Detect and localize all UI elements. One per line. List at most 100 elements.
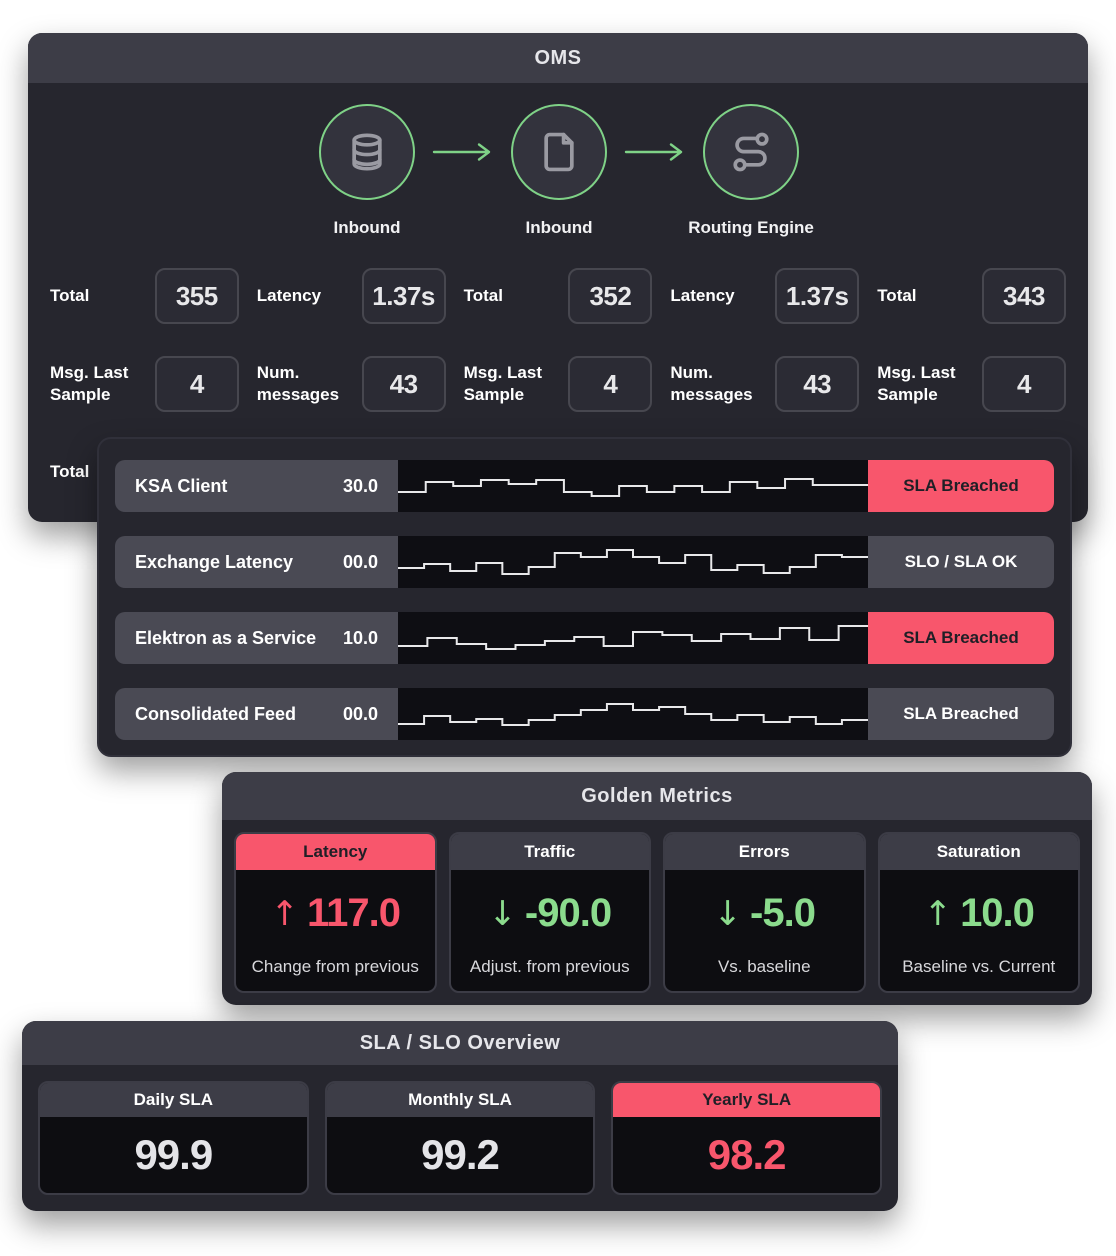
metric-value: 4	[568, 356, 653, 412]
metric-value: 1.37s	[361, 268, 446, 324]
flow-circle	[319, 104, 415, 200]
metric-label: Msg. Last Sample	[50, 362, 129, 404]
sla-row-name: Exchange Latency	[135, 551, 294, 572]
flow-node-inbound-db: Inbound	[287, 104, 447, 238]
sla-row-label: Elektron as a Service 10.0	[115, 612, 398, 664]
metric-card-value: ↓ -90.0	[451, 870, 650, 957]
arrow-down-icon: ↓	[713, 893, 743, 934]
sla-row-value: 00.0	[342, 703, 378, 724]
metric-num-messages: Num. messages 43	[670, 356, 860, 412]
sla-row-label: Exchange Latency 00.0	[115, 536, 398, 588]
flow-label: Routing Engine	[688, 218, 814, 237]
metric-card-caption: Vs. baseline	[717, 957, 811, 976]
sla-card-value: 99.9	[134, 1131, 213, 1178]
sla-card-value: 99.2	[421, 1131, 500, 1178]
metric-card-value: ↓ -5.0	[665, 870, 864, 957]
status-badge: SLA Breached	[868, 688, 1054, 740]
metric-value: 1.37s	[775, 268, 860, 324]
metric-card-header: Errors	[665, 834, 864, 870]
metric-label: Total	[50, 285, 90, 305]
metric-total-routing: Total 343	[877, 268, 1066, 324]
metric-label: Msg. Last Sample	[463, 362, 542, 404]
metric-card-header: Saturation	[879, 834, 1078, 870]
sla-slo-overview-panel: SLA / SLO Overview Daily SLA 99.9 Monthl…	[22, 1021, 898, 1211]
oms-metrics-row-3: Total	[50, 444, 1066, 500]
metric-label: Latency	[670, 285, 735, 305]
metric-msg-last-sample: Msg. Last Sample 4	[877, 356, 1066, 412]
sla-row-consolidated-feed: Consolidated Feed 00.0 SLA Breached	[115, 688, 1054, 740]
sla-row-value: 00.0	[342, 551, 378, 572]
sparkline-chart	[398, 612, 868, 664]
metric-card-value: ↑ 10.0	[880, 870, 1079, 957]
metric-value: 352	[568, 268, 653, 324]
flow-circle	[703, 104, 799, 200]
flow-node-inbound-doc: Inbound	[479, 104, 639, 238]
metric-total-inbound-db: Total 355	[50, 268, 239, 324]
metric-label: Total	[877, 285, 917, 305]
sla-row-name: Consolidated Feed	[135, 703, 297, 724]
metric-latency: Latency 1.37s	[670, 268, 860, 324]
sla-row-ksa-client: KSA Client 30.0 SLA Breached	[115, 460, 1054, 512]
metric-number: -90.0	[524, 891, 612, 935]
flow-label: Inbound	[525, 218, 593, 237]
metric-label: Latency	[256, 285, 322, 305]
metric-card-value: ↑ 117.0	[236, 870, 435, 957]
metric-card-header: Traffic	[450, 834, 649, 870]
sla-card-monthly: Monthly SLA 99.2	[324, 1081, 596, 1195]
golden-metrics-cards: Latency ↑ 117.0 Change from previous Tra…	[222, 820, 1092, 1005]
metric-number: 117.0	[307, 891, 401, 935]
sla-row-value: 10.0	[342, 627, 378, 648]
metric-value: 43	[361, 356, 446, 412]
oms-metrics-row-1: Total 355 Latency 1.37s Total 352 Latenc…	[50, 268, 1066, 324]
metric-label: Num. messages	[670, 362, 753, 404]
golden-metrics-title: Golden Metrics	[222, 772, 1092, 820]
arrow-up-icon: ↑	[270, 893, 300, 934]
metric-value: 4	[982, 356, 1066, 412]
database-icon	[352, 133, 382, 171]
metric-number: -5.0	[750, 891, 816, 935]
metric-latency: Latency 1.37s	[257, 268, 446, 324]
status-badge: SLA Breached	[868, 460, 1054, 512]
sparkline-chart	[398, 688, 868, 740]
sla-row-elektron: Elektron as a Service 10.0 SLA Breached	[115, 612, 1054, 664]
sla-slo-overview-title: SLA / SLO Overview	[22, 1021, 898, 1065]
metric-msg-last-sample: Msg. Last Sample 4	[464, 356, 653, 412]
metric-label: Total	[463, 285, 503, 305]
metric-total-partial: Total	[50, 444, 239, 500]
sla-row-label: KSA Client 30.0	[115, 460, 398, 512]
oms-panel-title: OMS	[28, 33, 1088, 83]
metric-total-inbound-doc: Total 352	[464, 268, 653, 324]
sla-card-header: Daily SLA	[40, 1083, 307, 1117]
metric-card-header: Latency	[236, 834, 435, 870]
status-badge: SLA Breached	[868, 612, 1054, 664]
metric-card-saturation: Saturation ↑ 10.0 Baseline vs. Current	[877, 832, 1080, 993]
metric-label: Total	[50, 461, 90, 481]
metric-card-caption: Adjust. from previous	[469, 957, 630, 976]
sla-row-name: KSA Client	[135, 475, 228, 496]
sla-row-label: Consolidated Feed 00.0	[115, 688, 398, 740]
oms-metrics-row-2: Msg. Last Sample 4 Num. messages 43 Msg.…	[50, 356, 1066, 412]
flow-circle	[511, 104, 607, 200]
flow-node-routing-engine: Routing Engine	[671, 104, 831, 238]
sparkline-chart	[398, 460, 868, 512]
metric-msg-last-sample: Msg. Last Sample 4	[50, 356, 239, 412]
metric-label: Msg. Last Sample	[877, 362, 956, 404]
status-badge: SLO / SLA OK	[868, 536, 1054, 588]
metric-value: 355	[154, 268, 239, 324]
document-icon	[544, 132, 574, 172]
sla-card-daily: Daily SLA 99.9	[38, 1081, 309, 1195]
sla-card-header: Yearly SLA	[613, 1083, 881, 1117]
golden-metrics-panel: Golden Metrics Latency ↑ 117.0 Change fr…	[222, 772, 1092, 1005]
sla-row-exchange-latency: Exchange Latency 00.0 SLO / SLA OK	[115, 536, 1054, 588]
metric-card-errors: Errors ↓ -5.0 Vs. baseline	[663, 832, 866, 993]
metric-num-messages: Num. messages 43	[257, 356, 446, 412]
arrow-right-icon	[431, 140, 495, 164]
arrow-right-icon	[623, 140, 687, 164]
sla-rows-panel: KSA Client 30.0 SLA Breached Exchange La…	[97, 437, 1072, 757]
sla-row-value: 30.0	[342, 475, 378, 496]
arrow-down-icon: ↓	[488, 893, 517, 934]
metric-card-latency: Latency ↑ 117.0 Change from previous	[234, 832, 437, 993]
metric-card-caption: Change from previous	[251, 957, 419, 976]
sla-row-name: Elektron as a Service	[135, 627, 317, 648]
